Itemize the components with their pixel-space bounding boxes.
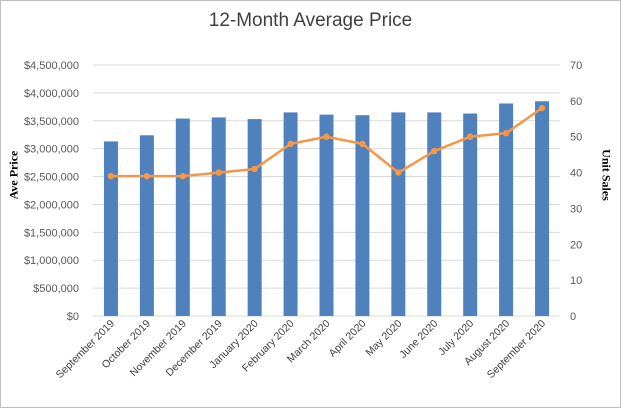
line-point <box>107 172 115 180</box>
y-tick-label-right: 70 <box>570 60 582 72</box>
line-point <box>215 169 222 176</box>
y-tick-label-right: 10 <box>570 275 582 287</box>
line-point <box>431 147 438 155</box>
line-point <box>502 129 510 137</box>
y-tick-label-right: 40 <box>570 168 582 180</box>
line-point <box>179 172 187 180</box>
bar <box>535 101 550 316</box>
y-tick-label-left: $500,000 <box>33 283 79 295</box>
bar <box>355 115 370 316</box>
line-point <box>395 169 402 176</box>
y-tick-label-right: 50 <box>570 132 582 144</box>
y-tick-label-right: 0 <box>570 311 576 323</box>
y-tick-label-left: $4,500,000 <box>24 60 79 72</box>
bar <box>247 119 262 316</box>
bar <box>391 112 406 317</box>
bar <box>427 112 442 317</box>
chart-title: 12-Month Average Price <box>208 10 413 31</box>
bar <box>211 117 226 316</box>
line-point <box>143 172 151 180</box>
bar <box>319 114 334 317</box>
line-point <box>251 165 258 173</box>
bar <box>499 103 514 316</box>
bar <box>103 141 118 316</box>
y-tick-label-left: $2,500,000 <box>24 172 79 184</box>
line-point <box>287 140 294 148</box>
y-tick-label-left: $1,500,000 <box>24 227 79 239</box>
line-point <box>359 140 366 148</box>
bar <box>175 118 190 317</box>
line-point <box>538 104 546 112</box>
y-tick-label-left: $4,000,000 <box>24 88 79 100</box>
bar <box>283 112 298 317</box>
y-tick-label-right: 60 <box>570 96 582 108</box>
y-tick-label-right: 20 <box>570 239 582 251</box>
x-tick-label: September 2019 <box>54 318 117 381</box>
y-tick-label-left: $3,500,000 <box>24 116 79 128</box>
x-tick-label: April 2020 <box>327 318 369 360</box>
line-point <box>323 133 330 140</box>
y-tick-label-left: $1,000,000 <box>24 255 79 267</box>
y-tick-label-left: $3,000,000 <box>24 144 79 156</box>
line-point <box>466 133 474 140</box>
bar <box>463 113 478 316</box>
y-tick-label-right: 30 <box>570 203 582 215</box>
y-tick-label-left: $0 <box>67 311 79 323</box>
x-tick-label: June 2020 <box>397 318 440 361</box>
bar <box>139 135 154 316</box>
y-tick-label-left: $2,000,000 <box>24 199 79 211</box>
